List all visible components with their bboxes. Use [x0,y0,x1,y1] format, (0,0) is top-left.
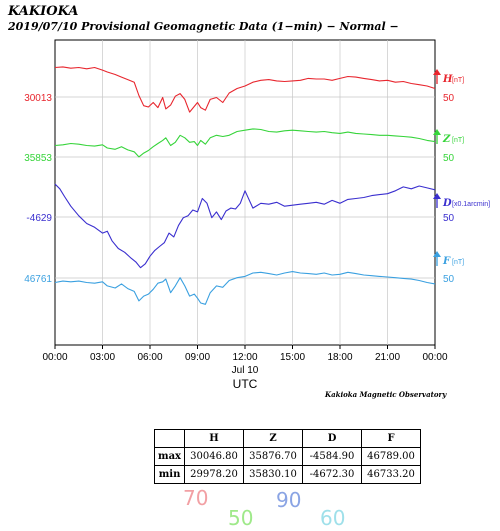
series-baseline-label: 46761 [24,274,52,285]
series-line-F [54,271,436,305]
series-scale-label: 50 [443,153,455,164]
series-name-label: Z [442,134,451,145]
x-tick-label: 03:00 [90,352,115,363]
stats-header-cell: H [184,429,245,448]
handwritten-number: 50 [228,506,254,530]
series-baseline-label: 30013 [24,93,52,104]
stats-row-label: max [153,447,186,466]
series-scale-label: 50 [443,213,455,224]
stats-cell: 30046.80 [184,447,245,466]
scale-arrowhead [433,69,441,75]
stats-table: H Z D F max 30046.80 35876.70 -4584.90 4… [153,429,422,484]
x-tick-label: 15:00 [280,352,305,363]
stats-header-cell [153,429,186,448]
chart-subtitle: 2019/07/10 Provisional Geomagnetic Data … [8,20,399,33]
handwritten-number: 70 [183,486,209,510]
stats-cell: -4584.90 [302,447,363,466]
series-line-Z [54,128,436,158]
x-tick-label: 18:00 [327,352,352,363]
series-baseline-label: 35853 [24,153,52,164]
x-tick-label: 00:00 [422,352,447,363]
x-tick-label: 12:00 [232,352,257,363]
series-scale-label: 50 [443,93,455,104]
x-tick-label: 00:00 [42,352,67,363]
stats-cell: 29978.20 [184,465,245,484]
series-name-label: D [442,198,452,209]
series-scale-label: 50 [443,274,455,285]
stats-row-label: min [153,465,186,484]
station-title: KAKIOKA [8,4,79,19]
stats-header-cell: Z [243,429,304,448]
stats-row-max: max 30046.80 35876.70 -4584.90 46789.00 [153,447,422,466]
handwritten-number: 60 [320,506,346,530]
series-name-label: F [442,256,451,267]
series-unit-label: [x0.1arcmin] [452,201,490,208]
series-name-label: H [442,74,453,85]
scale-arrowhead [433,129,441,135]
stats-header-row: H Z D F [153,429,422,448]
x-date-label: Jul 10 [232,365,259,376]
stats-cell: 35830.10 [243,465,304,484]
stats-cell: -4672.30 [302,465,363,484]
stats-cell: 35876.70 [243,447,304,466]
x-tick-label: 21:00 [375,352,400,363]
series-baseline-label: -4629 [26,213,52,224]
x-tick-label: 09:00 [185,352,210,363]
series-line-D [54,183,436,269]
stats-header-cell: D [302,429,363,448]
observatory-credit: Kakioka Magnetic Observatory [325,390,447,399]
series-unit-label: [nT] [452,77,464,84]
x-axis-label: UTC [233,377,258,391]
series-unit-label: [nT] [452,259,464,266]
series-unit-label: [nT] [452,137,464,144]
x-tick-label: 06:00 [137,352,162,363]
stats-row-min: min 29978.20 35830.10 -4672.30 46733.20 [153,465,422,484]
stats-cell: 46733.20 [361,465,422,484]
handwritten-number: 90 [276,488,302,512]
series-line-H [54,66,436,113]
stats-cell: 46789.00 [361,447,422,466]
stats-header-cell: F [361,429,422,448]
scale-arrowhead [433,193,441,199]
scale-arrowhead [433,251,441,257]
